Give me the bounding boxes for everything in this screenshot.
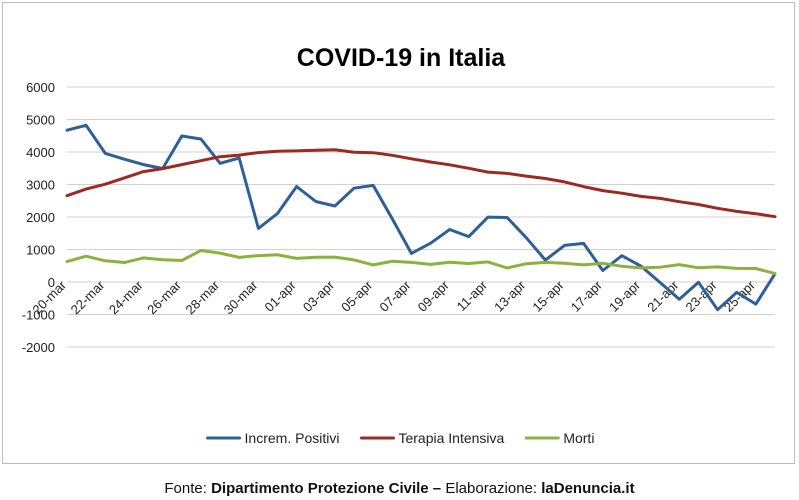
y-tick-label: -1000 [22, 308, 55, 323]
credit-source: Dipartimento Protezione Civile [211, 480, 429, 497]
y-tick-label: 4000 [26, 145, 55, 160]
legend-label-morti: Morti [563, 430, 594, 446]
chart-title: COVID-19 in Italia [297, 44, 506, 72]
x-tick-label: 15-apr [529, 277, 567, 315]
series-line-increm-positivi [65, 123, 777, 312]
x-tick-label: 23-apr [683, 277, 721, 315]
x-tick-label: 07-apr [376, 277, 414, 315]
legend-label-terapia-intensiva: Terapia Intensiva [398, 430, 504, 446]
y-tick-label: 5000 [26, 113, 55, 128]
y-tick-label: -2000 [22, 340, 55, 355]
x-tick-label: 28-mar [182, 277, 222, 317]
series-line-terapia-intensiva [65, 148, 777, 219]
x-tick-label: 22-mar [68, 277, 108, 317]
legend-label-increm-positivi: Increm. Positivi [245, 430, 340, 446]
credit-elab-label: Elaborazione: [445, 480, 542, 497]
x-tick-label: 01-apr [262, 277, 300, 315]
x-tick-label: 13-apr [491, 277, 529, 315]
y-tick-label: 6000 [26, 80, 55, 95]
source-credit: Fonte: Dipartimento Protezione Civile – … [0, 480, 799, 497]
chart-frame: COVID-19 in Italia 6000 5000 4000 3000 2000 1… [2, 2, 795, 464]
y-tick-label: 1000 [26, 243, 55, 258]
legend: Increm. Positivi Terapia Intensiva Morti [206, 430, 594, 446]
x-tick-label: 30-mar [221, 277, 261, 317]
x-tick-label: 05-apr [338, 277, 376, 315]
y-tick-label: 2000 [26, 210, 55, 225]
x-tick-label: 03-apr [300, 277, 338, 315]
credit-prefix: Fonte: [164, 480, 212, 497]
y-tick-label: 3000 [26, 178, 55, 193]
series-line-morti [65, 249, 777, 276]
y-tick-label: 0 [48, 275, 55, 290]
y-axis-ticks: 6000 5000 4000 3000 2000 1000 0 -1000 -2000 [22, 80, 55, 355]
x-tick-label: 19-apr [606, 277, 644, 315]
x-tick-label: 11-apr [454, 277, 491, 314]
series-lines [65, 123, 777, 312]
x-tick-label: 17-apr [568, 277, 606, 315]
x-tick-label: 24-mar [106, 277, 146, 317]
x-tick-label: 26-mar [144, 277, 184, 317]
x-tick-label: 09-apr [415, 277, 453, 315]
line-chart: COVID-19 in Italia 6000 5000 4000 3000 2000 1… [22, 44, 777, 446]
credit-site: laDenuncia.it [541, 480, 635, 497]
credit-dash: – [428, 480, 446, 497]
